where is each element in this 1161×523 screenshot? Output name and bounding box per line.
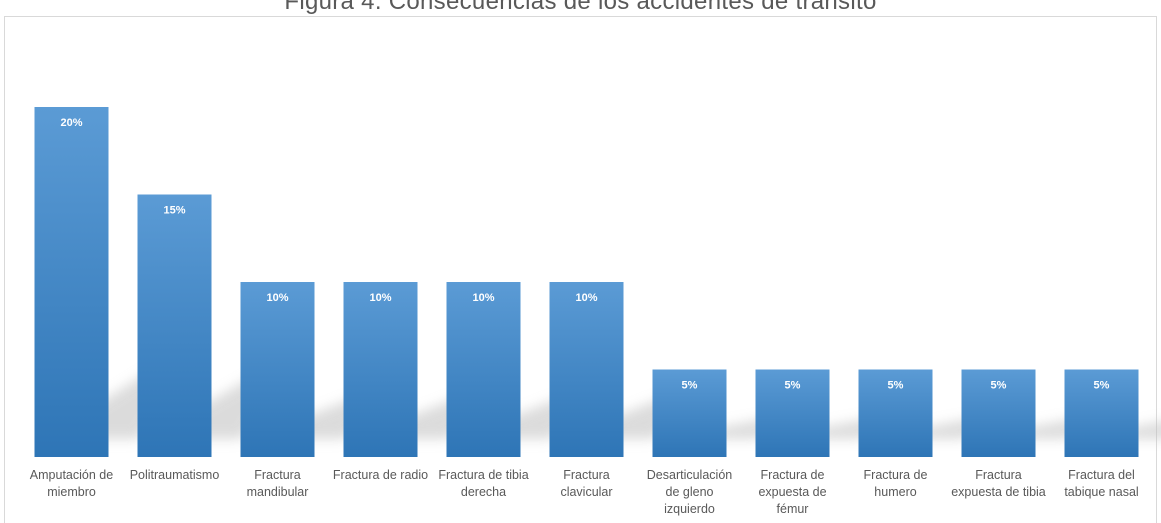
category-label: Politraumatismo — [130, 468, 220, 482]
category-label-line: Desarticulación — [647, 468, 733, 482]
data-label: 5% — [991, 380, 1007, 392]
data-label: 10% — [472, 292, 494, 304]
data-label: 5% — [785, 380, 801, 392]
bar — [1064, 369, 1139, 457]
category-label-line: Fractura de tibia — [438, 468, 528, 482]
data-label: 5% — [682, 380, 698, 392]
category-label: Fractura del tabique nasal — [1064, 468, 1138, 499]
category-label: Fractura de tibia derecha — [438, 468, 528, 499]
bar — [549, 282, 624, 457]
category-label: Fractura clavicular — [560, 468, 612, 499]
data-labels-group: 20% 15% 10% 10% 10% 10% 5% 5% 5% 5% 5% — [60, 117, 1109, 392]
category-label: Desarticulación de gleno izquierdo — [647, 468, 733, 516]
category-label-line: clavicular — [560, 485, 612, 499]
category-label-line: expuesta de tibia — [951, 485, 1046, 499]
category-label-line: miembro — [47, 485, 96, 499]
category-label-line: Fractura de — [864, 468, 928, 482]
category-label-line: Fractura — [254, 468, 301, 482]
category-label-line: humero — [874, 485, 916, 499]
category-label: Fractura mandibular — [247, 468, 309, 499]
data-label: 15% — [163, 205, 185, 217]
bar — [343, 282, 418, 457]
category-labels-group: Amputación de miembro Politraumatismo Fract… — [30, 468, 1139, 516]
category-label: Fractura de expuesta de fémur — [758, 468, 826, 516]
data-label: 10% — [266, 292, 288, 304]
data-label: 5% — [888, 380, 904, 392]
chart-title: Figura 4. Consecuencias de los accidente… — [284, 0, 877, 15]
bar — [858, 369, 933, 457]
bar — [961, 369, 1036, 457]
data-label: 5% — [1094, 380, 1110, 392]
category-label-line: Fractura de radio — [333, 468, 428, 482]
category-label-line: expuesta de — [758, 485, 826, 499]
category-label: Amputación de miembro — [30, 468, 113, 499]
category-label-line: Fractura de — [761, 468, 825, 482]
bars-group — [34, 107, 1139, 457]
category-label-line: fémur — [777, 502, 809, 516]
bar — [137, 194, 212, 457]
category-label-line: derecha — [461, 485, 506, 499]
category-label-line: izquierdo — [664, 502, 715, 516]
category-label-line: Politraumatismo — [130, 468, 220, 482]
data-label: 10% — [575, 292, 597, 304]
category-label: Fractura de humero — [864, 468, 928, 499]
category-label: Fractura de radio — [333, 468, 428, 482]
category-label-line: Fractura del — [1068, 468, 1135, 482]
data-label: 10% — [369, 292, 391, 304]
category-label-line: tabique nasal — [1064, 485, 1138, 499]
bar — [755, 369, 830, 457]
bar — [240, 282, 315, 457]
category-label-line: mandibular — [247, 485, 309, 499]
data-label: 20% — [60, 117, 82, 129]
category-label-line: de gleno — [666, 485, 714, 499]
category-label: Fractura expuesta de tibia — [951, 468, 1046, 499]
category-label-line: Fractura — [975, 468, 1022, 482]
bar — [652, 369, 727, 457]
bar — [34, 107, 109, 457]
bar — [446, 282, 521, 457]
category-label-line: Amputación de — [30, 468, 113, 482]
category-label-line: Fractura — [563, 468, 610, 482]
